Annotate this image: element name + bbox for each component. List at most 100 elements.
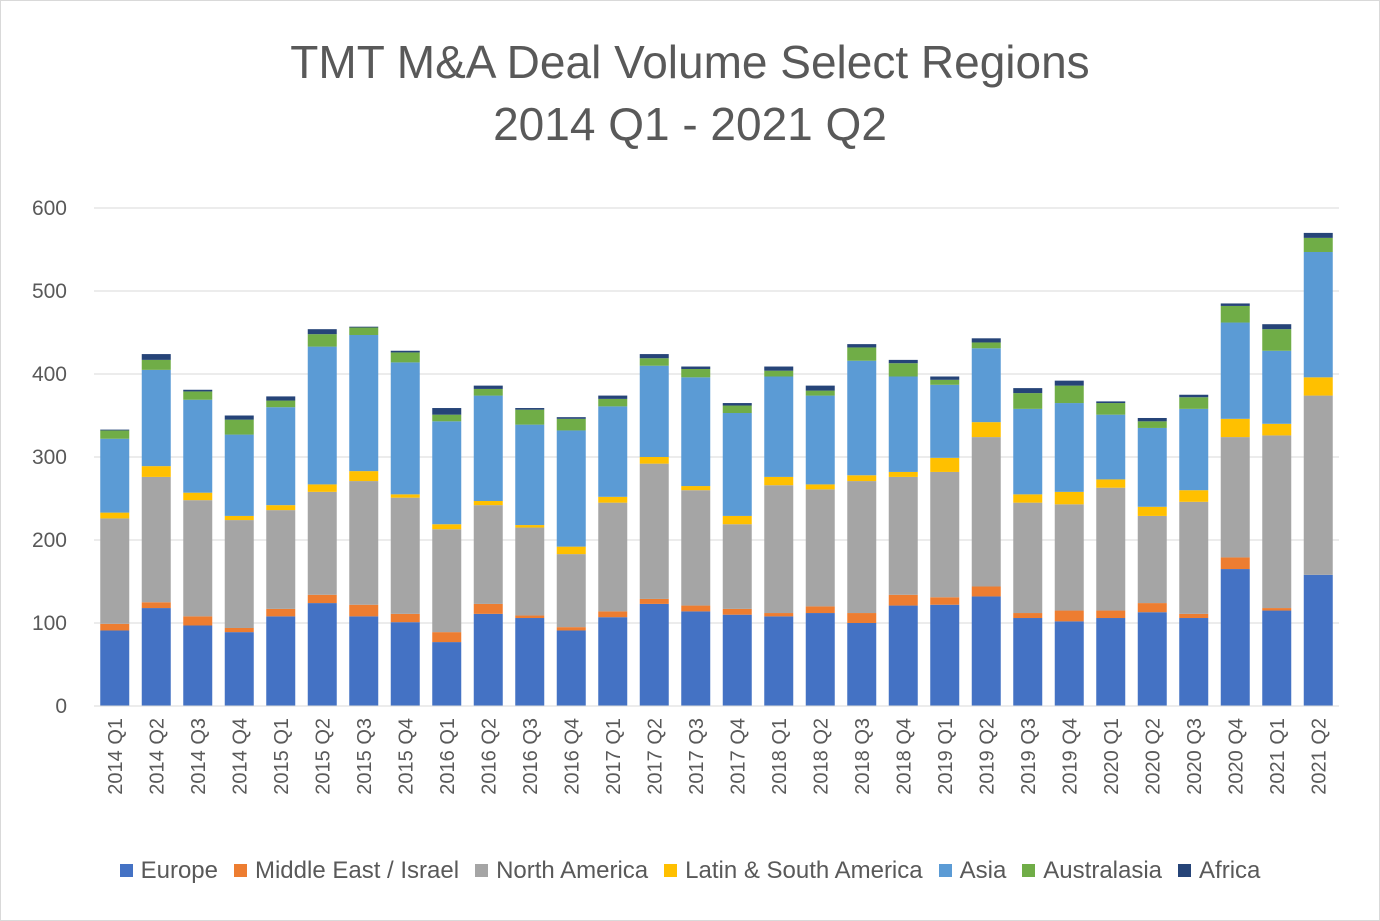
bar-segment — [1054, 504, 1084, 611]
bar-segment — [1179, 490, 1209, 502]
bar-segment — [100, 518, 130, 624]
x-tick-label: 2020 Q1 — [1101, 718, 1123, 795]
bar-segment — [805, 489, 835, 607]
bar-segment — [1179, 613, 1209, 619]
bar-segment — [1262, 608, 1292, 611]
legend-label: Europe — [140, 857, 218, 884]
bar-segment — [432, 524, 462, 530]
bars — [100, 232, 1333, 706]
x-tick-label: 2015 Q2 — [312, 718, 334, 795]
bar-segment — [681, 377, 711, 487]
x-tick-label: 2016 Q2 — [478, 718, 500, 795]
bar-segment — [1137, 603, 1167, 613]
legend-label: Latin & South America — [685, 857, 923, 884]
bar-segment — [515, 615, 545, 619]
bar-segment — [1262, 329, 1292, 351]
bar-segment — [100, 430, 130, 439]
legend-swatch — [119, 864, 133, 877]
bar-segment — [1013, 494, 1043, 503]
bar-segment — [1220, 322, 1250, 419]
y-tick-label: 300 — [32, 446, 67, 469]
bar-segment — [1179, 408, 1209, 491]
bar-segment — [515, 527, 545, 616]
bar-segment — [307, 603, 337, 706]
bar-segment — [1220, 303, 1250, 306]
bar-segment — [432, 632, 462, 643]
bar-segment — [266, 407, 296, 506]
legend-item: Australasia — [1022, 857, 1162, 885]
x-tick-label: 2016 Q4 — [561, 718, 583, 795]
bar-segment — [141, 466, 171, 477]
legend-item: Latin & South America — [664, 857, 923, 885]
bar-stack — [1262, 324, 1292, 706]
bar-segment — [1054, 621, 1084, 706]
bar-segment — [224, 434, 254, 516]
bar-segment — [847, 360, 877, 476]
bar-segment — [971, 437, 1001, 587]
bar-stack — [722, 403, 752, 706]
bar-segment — [349, 616, 379, 706]
x-tick-label: 2018 Q1 — [769, 718, 791, 795]
bar-stack — [598, 395, 628, 706]
bar-stack — [930, 376, 960, 706]
bar-segment — [1303, 237, 1333, 252]
bar-segment — [556, 554, 586, 628]
bar-segment — [266, 510, 296, 609]
bar-segment — [1054, 403, 1084, 492]
bar-segment — [598, 395, 628, 399]
bar-stack — [888, 359, 918, 706]
bar-segment — [888, 359, 918, 364]
x-tick-label: 2014 Q3 — [188, 718, 210, 795]
bar-segment — [681, 486, 711, 491]
bar-segment — [930, 604, 960, 706]
bar-segment — [1054, 380, 1084, 386]
bar-segment — [100, 623, 130, 631]
bar-segment — [1013, 618, 1043, 706]
bar-segment — [805, 385, 835, 391]
bar-segment — [1262, 324, 1292, 330]
bar-segment — [307, 346, 337, 485]
bar-segment — [390, 362, 420, 495]
x-tick-label: 2015 Q4 — [395, 718, 417, 795]
bar-segment — [307, 484, 337, 492]
bar-segment — [1096, 610, 1126, 619]
y-tick-label: 0 — [55, 695, 67, 718]
x-tick-label: 2020 Q2 — [1142, 718, 1164, 795]
bar-segment — [1013, 388, 1043, 394]
bar-segment — [805, 613, 835, 706]
bar-segment — [930, 597, 960, 605]
bar-stack — [100, 429, 130, 706]
bar-segment — [515, 409, 545, 425]
bar-segment — [390, 352, 420, 363]
bar-segment — [681, 369, 711, 378]
bar-segment — [183, 616, 213, 626]
bar-segment — [1220, 557, 1250, 570]
bar-segment — [722, 413, 752, 516]
bar-stack — [971, 338, 1001, 706]
bar-segment — [681, 490, 711, 606]
bar-segment — [1303, 232, 1333, 238]
x-tick-label: 2014 Q4 — [229, 718, 251, 795]
bar-segment — [764, 613, 794, 617]
bar-segment — [390, 494, 420, 498]
bar-segment — [971, 338, 1001, 343]
bar-stack — [764, 366, 794, 706]
y-axis-ticks: 0 100 200 300 400 500 600 — [32, 197, 67, 718]
chart-title: TMT M&A Deal Volume Select Regions 2014 … — [1, 31, 1379, 155]
bar-segment — [805, 395, 835, 485]
y-tick-label: 400 — [32, 363, 67, 386]
bar-segment — [1262, 610, 1292, 706]
x-tick-label: 2014 Q1 — [105, 718, 127, 795]
legend-swatch — [475, 864, 489, 877]
bar-segment — [1013, 408, 1043, 495]
bar-segment — [183, 625, 213, 706]
x-tick-label: 2017 Q4 — [727, 718, 749, 795]
bar-segment — [432, 408, 462, 415]
bar-segment — [556, 627, 586, 631]
legend-label: North America — [496, 857, 649, 884]
bar-segment — [349, 334, 379, 472]
x-tick-label: 2018 Q4 — [893, 718, 915, 795]
bar-segment — [764, 616, 794, 706]
bar-stack — [1137, 417, 1167, 706]
